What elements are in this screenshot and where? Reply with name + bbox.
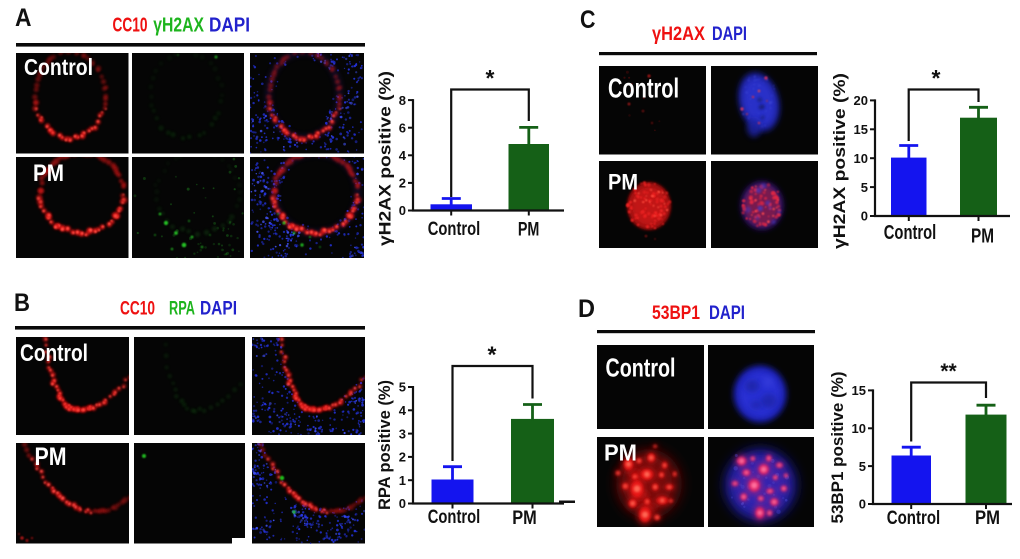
svg-text:10: 10 (854, 151, 868, 166)
svg-text:D: D (578, 295, 595, 323)
svg-text:γH2AX: γH2AX (652, 24, 705, 45)
svg-text:4: 4 (399, 148, 407, 163)
svg-text:2: 2 (399, 450, 406, 465)
svg-text:PM: PM (971, 226, 994, 248)
svg-text:**: ** (940, 360, 957, 383)
svg-text:*: * (932, 65, 941, 91)
svg-text:Control: Control (608, 73, 679, 104)
svg-text:20: 20 (854, 93, 868, 108)
svg-text:RPA positive (%): RPA positive (%) (375, 380, 394, 510)
svg-text:γH2AX: γH2AX (153, 15, 204, 37)
svg-text:1: 1 (399, 473, 406, 488)
svg-text:15: 15 (854, 122, 868, 137)
svg-text:0: 0 (399, 496, 406, 511)
svg-text:DAPI: DAPI (209, 15, 250, 37)
svg-text:PM: PM (35, 443, 67, 471)
svg-text:C: C (580, 6, 596, 34)
svg-text:8: 8 (399, 93, 406, 108)
svg-text:Control: Control (428, 218, 481, 240)
svg-text:Control: Control (605, 353, 675, 383)
svg-text:DAPI: DAPI (709, 303, 745, 324)
svg-text:Control: Control (428, 506, 481, 528)
svg-text:Control: Control (24, 54, 93, 80)
svg-text:PM: PM (608, 169, 638, 194)
svg-text:PM: PM (512, 507, 537, 529)
svg-text:0: 0 (859, 497, 866, 512)
svg-text:4: 4 (399, 403, 407, 418)
svg-text:5: 5 (399, 380, 406, 395)
svg-text:Control: Control (884, 222, 937, 244)
svg-text:DAPI: DAPI (200, 299, 237, 320)
svg-text:B: B (14, 289, 30, 317)
svg-text:CC10: CC10 (113, 15, 148, 37)
svg-text:CC10: CC10 (120, 299, 155, 320)
svg-text:PM: PM (604, 440, 637, 466)
svg-text:PM: PM (33, 160, 64, 187)
svg-text:DAPI: DAPI (712, 24, 747, 45)
svg-text:53BP1 positive (%): 53BP1 positive (%) (828, 372, 847, 524)
svg-text:10: 10 (852, 421, 866, 436)
svg-text:Control: Control (20, 340, 88, 367)
svg-text:53BP1: 53BP1 (652, 303, 700, 324)
svg-text:3: 3 (399, 426, 406, 441)
svg-text:0: 0 (861, 209, 868, 224)
svg-text:γH2AX positive (%): γH2AX positive (%) (830, 73, 849, 249)
svg-text:5: 5 (859, 459, 866, 474)
svg-text:Control: Control (887, 507, 941, 529)
svg-text:0: 0 (399, 203, 406, 218)
svg-text:RPA: RPA (169, 299, 195, 320)
svg-text:*: * (486, 65, 495, 91)
svg-text:PM: PM (518, 219, 540, 241)
svg-text:γH2AX positive (%): γH2AX positive (%) (376, 71, 395, 246)
svg-text:A: A (15, 4, 32, 32)
svg-text:5: 5 (861, 180, 868, 195)
svg-text:6: 6 (399, 120, 406, 135)
svg-text:*: * (488, 342, 497, 368)
svg-text:PM: PM (975, 507, 1000, 529)
svg-text:2: 2 (399, 176, 406, 191)
svg-text:15: 15 (852, 383, 866, 398)
